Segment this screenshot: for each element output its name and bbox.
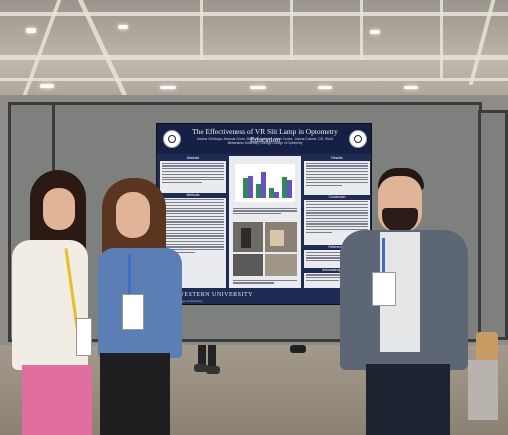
poster-photo bbox=[233, 254, 263, 276]
black-pants bbox=[100, 353, 170, 435]
truss-beam bbox=[0, 55, 508, 60]
sneaker bbox=[206, 366, 220, 374]
ceiling-light bbox=[250, 86, 266, 89]
section-heading-acknowledgements: Acknowledgements bbox=[304, 267, 370, 273]
ceiling-light bbox=[404, 86, 418, 89]
chart-bar bbox=[287, 180, 292, 198]
ceiling-light bbox=[118, 25, 128, 29]
chart-bar bbox=[274, 192, 279, 198]
face bbox=[43, 188, 75, 230]
poster-header bbox=[157, 124, 371, 154]
bag bbox=[468, 360, 498, 420]
poster-bar-chart bbox=[235, 164, 295, 202]
person-right bbox=[336, 168, 471, 435]
beard bbox=[382, 208, 418, 232]
chart-bar bbox=[282, 177, 287, 198]
chart-bar bbox=[256, 184, 261, 198]
ceiling-light bbox=[160, 86, 176, 89]
conclusion-text-block bbox=[304, 201, 370, 245]
lanyard bbox=[382, 238, 385, 284]
methods-text-block bbox=[160, 199, 226, 254]
person-left bbox=[10, 170, 100, 435]
person-middle bbox=[94, 178, 184, 435]
face bbox=[116, 192, 150, 238]
research-poster: The Effectiveness of VR Slit Lamp in Opt… bbox=[156, 123, 372, 305]
poster-footer-logo: MIDWESTERN UNIVERSITY bbox=[165, 292, 253, 298]
truss-strut bbox=[200, 0, 203, 60]
name-badge bbox=[372, 272, 396, 306]
poster-photo bbox=[265, 222, 297, 252]
chart-bar bbox=[269, 188, 274, 198]
ceiling-light bbox=[40, 84, 54, 88]
poster-author-list: Jessica Chiriboga, Amanda Crone, Madison… bbox=[196, 137, 334, 141]
section-heading-conclusion: Conclusion bbox=[304, 194, 370, 200]
chart-plot-area bbox=[241, 168, 292, 198]
section-heading-results: Results bbox=[304, 156, 370, 161]
abstract-text-block bbox=[160, 162, 226, 193]
photo-caption bbox=[231, 278, 299, 284]
chart-caption bbox=[231, 206, 299, 215]
section-heading-references: References bbox=[304, 245, 370, 251]
truss-strut bbox=[440, 0, 443, 80]
background-shoes bbox=[290, 345, 306, 353]
poster-photo bbox=[265, 254, 297, 276]
display-panel-right bbox=[478, 110, 508, 340]
truss-beam bbox=[0, 12, 508, 16]
background-person-leg bbox=[198, 345, 206, 367]
navy-pants bbox=[366, 364, 450, 435]
name-badge bbox=[76, 318, 92, 356]
sneaker bbox=[194, 364, 208, 372]
poster-title: The Effectiveness of VR Slit Lamp in Opt… bbox=[192, 127, 338, 144]
results-text-block bbox=[304, 162, 370, 195]
university-seal-icon bbox=[163, 130, 181, 148]
truss-strut bbox=[290, 0, 293, 60]
poster-column-left: Abstract Methods bbox=[160, 156, 226, 288]
poster-affiliation: Midwestern University Chicago College of… bbox=[227, 140, 303, 145]
references-text-block bbox=[304, 251, 370, 268]
section-heading-methods: Methods bbox=[160, 192, 226, 198]
lanyard bbox=[128, 254, 131, 314]
ceiling-light bbox=[26, 28, 36, 33]
poster-photo bbox=[233, 222, 263, 252]
truss-beam bbox=[0, 78, 508, 81]
section-heading-abstract: Abstract bbox=[160, 156, 226, 161]
acknowledgements-text-block bbox=[304, 274, 370, 282]
ceiling-light bbox=[370, 30, 380, 34]
poster-footer-sub: Chicago College of Optometry bbox=[165, 299, 203, 303]
poster-authors: Jessica Chiriboga, Amanda Crone, Madison… bbox=[187, 137, 343, 146]
ceiling-light bbox=[318, 86, 332, 89]
truss-strut bbox=[360, 0, 363, 60]
name-badge bbox=[122, 294, 144, 330]
pink-pants bbox=[22, 365, 92, 435]
university-seal-icon bbox=[349, 130, 367, 148]
background-person-leg bbox=[208, 345, 216, 367]
chart-bar bbox=[243, 178, 248, 198]
chart-bar bbox=[248, 176, 253, 198]
poster-column-middle bbox=[229, 156, 301, 288]
chart-bar bbox=[261, 172, 266, 198]
